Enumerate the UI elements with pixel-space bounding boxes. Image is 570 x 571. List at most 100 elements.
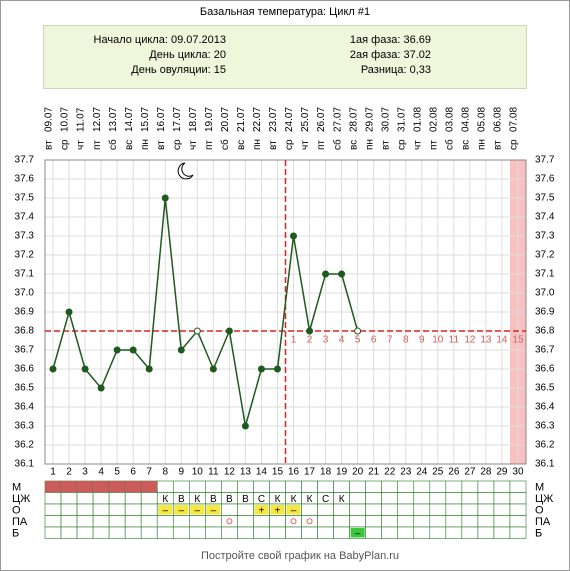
table-cell	[317, 503, 334, 516]
date-label: чт 11.07	[76, 107, 87, 150]
temperature-point	[97, 384, 105, 392]
table-cell	[333, 526, 350, 539]
y-tick-label: 36.7	[15, 345, 35, 356]
weekday: пт	[428, 140, 439, 150]
weekday: ср	[60, 139, 71, 150]
table-cell	[477, 480, 495, 493]
row-label-right: ЦЖ	[535, 493, 553, 505]
temperature-point	[225, 327, 233, 335]
table-cell	[349, 492, 366, 505]
table-cell	[189, 515, 206, 528]
table-cell	[92, 503, 110, 516]
cell-text: С	[322, 494, 329, 505]
date: 18.07	[188, 107, 199, 132]
weekday: чт	[188, 140, 199, 150]
weekday: вт	[268, 140, 279, 150]
menstruation-cell	[45, 481, 62, 493]
table-cell	[140, 492, 158, 505]
temperature-point	[193, 327, 201, 335]
date: 01.08	[412, 107, 423, 132]
table-cell	[60, 526, 78, 539]
info-text: Разница: 0,33	[361, 64, 431, 76]
weekday: вт	[380, 140, 391, 150]
table-cell	[108, 515, 126, 528]
y-tick-label: 37.2	[15, 250, 35, 261]
table-cell	[365, 526, 382, 539]
weekday: сб	[331, 139, 343, 150]
table-cell	[172, 526, 190, 539]
x-tick-label: 26	[448, 467, 460, 478]
cell-text: К	[194, 494, 200, 505]
weekday: чт	[412, 140, 423, 150]
weekday: пн	[477, 139, 488, 150]
table-cell	[285, 480, 302, 493]
temperature-point	[129, 346, 137, 354]
table-cell	[477, 515, 495, 528]
date: 31.07	[396, 107, 407, 132]
date-label: пт 19.07	[204, 107, 215, 150]
date: 05.08	[477, 107, 488, 132]
table-cell	[381, 526, 399, 539]
y-tick-label-right: 36.3	[535, 421, 555, 432]
table-cell	[429, 492, 447, 505]
cell-fill	[286, 505, 301, 515]
date: 14.07	[124, 107, 135, 132]
date: 24.07	[284, 107, 295, 132]
table-cell	[461, 515, 479, 528]
y-tick-label: 36.5	[15, 383, 35, 394]
table-cell	[349, 503, 366, 516]
y-tick-label-right: 36.6	[535, 364, 555, 375]
y-tick-label: 36.4	[15, 402, 35, 413]
x-tick-label: 28	[480, 467, 492, 478]
table-cell	[189, 526, 206, 539]
y-tick-label: 36.8	[15, 326, 35, 337]
cell-text: К	[275, 494, 281, 505]
table-cell	[237, 480, 254, 493]
table-cell	[381, 515, 399, 528]
date-label: пт 02.08	[428, 107, 439, 150]
weekday: пн	[140, 139, 151, 150]
x-tick-label: 21	[368, 467, 380, 478]
x-tick-label: 10	[192, 467, 204, 478]
table-cell	[381, 480, 399, 493]
y-tick-label-right: 36.2	[535, 440, 555, 451]
table-cell	[301, 515, 318, 528]
table-cell	[60, 492, 78, 505]
x-tick-label: 3	[82, 467, 88, 478]
date-label: вт 06.08	[493, 107, 504, 150]
table-cell	[365, 480, 382, 493]
date-label: вс 21.07	[236, 107, 247, 150]
pa-mark	[226, 518, 233, 525]
info-text: День овуляции: 15	[131, 64, 226, 76]
temperature-point	[338, 270, 346, 278]
row-label: ПА	[12, 516, 28, 528]
table-cell	[413, 480, 431, 493]
date: 13.07	[108, 107, 119, 132]
cell-text: –	[211, 505, 217, 516]
x-tick-label: 1	[50, 467, 56, 478]
footer-link[interactable]: Постройте свой график на BabyPlan.ru	[201, 550, 399, 562]
cell-text: К	[291, 494, 297, 505]
table-cell	[253, 480, 270, 493]
table-cell	[429, 515, 447, 528]
date-label: ср 24.07	[284, 107, 295, 150]
table-cell	[172, 480, 190, 493]
pa-mark	[290, 518, 297, 525]
table-cell	[493, 526, 511, 539]
weekday: сб	[107, 139, 119, 150]
date: 28.07	[348, 107, 359, 132]
table-cell	[60, 503, 78, 516]
phase2-day: 9	[419, 335, 425, 346]
table-cell	[317, 526, 334, 539]
cell-fill	[174, 505, 189, 515]
table-cell	[44, 515, 62, 528]
phase2-day: 5	[355, 335, 361, 346]
info-text: Начало цикла: 09.07.2013	[94, 34, 226, 46]
temperature-point	[273, 365, 281, 373]
table-cell	[253, 526, 270, 539]
table-cell	[461, 492, 479, 505]
date: 29.07	[364, 107, 375, 132]
temperature-point	[354, 327, 362, 335]
phase2-day: 10	[432, 335, 444, 346]
date: 12.07	[92, 107, 103, 132]
